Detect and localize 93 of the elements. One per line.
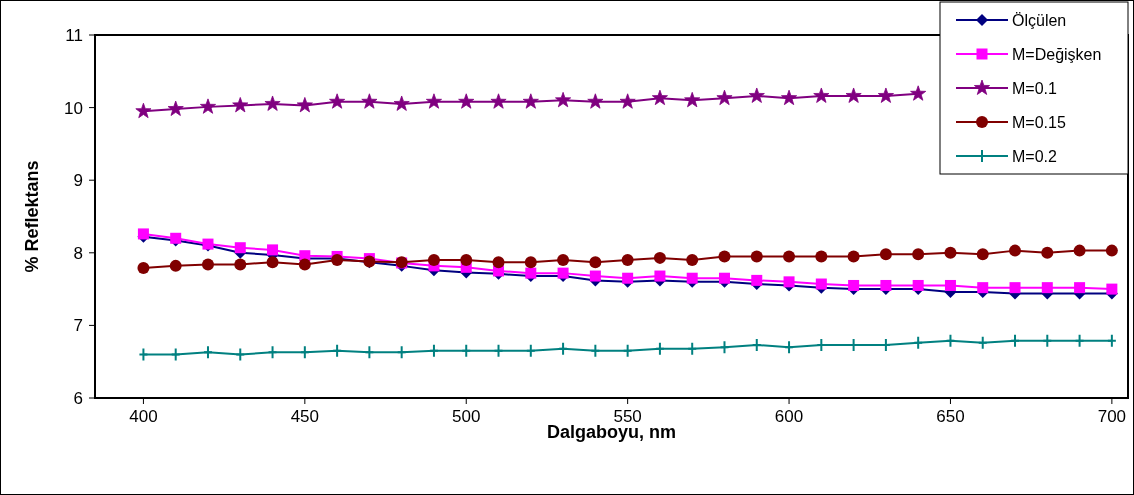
point xyxy=(266,256,279,269)
point xyxy=(781,89,798,106)
point xyxy=(458,93,475,109)
point xyxy=(847,250,860,263)
point xyxy=(845,87,862,103)
point xyxy=(622,272,634,284)
point xyxy=(748,87,765,103)
legend-label: M=Değişken xyxy=(1012,46,1102,63)
point xyxy=(651,89,668,106)
x-tick-label: 450 xyxy=(290,407,320,426)
legend-label: M=0.2 xyxy=(1012,148,1058,165)
point xyxy=(234,242,246,254)
point xyxy=(718,272,730,284)
y-tick-label: 6 xyxy=(73,389,83,408)
point xyxy=(1073,244,1086,257)
point xyxy=(1041,282,1053,294)
point xyxy=(880,279,892,291)
point xyxy=(234,258,247,271)
point xyxy=(1105,244,1118,257)
point xyxy=(944,279,956,291)
point xyxy=(1074,282,1086,294)
point xyxy=(686,254,699,267)
point xyxy=(783,276,795,288)
point xyxy=(587,93,604,109)
point xyxy=(137,262,150,275)
point xyxy=(653,251,666,264)
y-tick-label: 10 xyxy=(64,98,83,118)
point xyxy=(329,93,346,109)
point xyxy=(944,246,957,259)
point xyxy=(525,267,537,279)
x-tick-label: 650 xyxy=(936,407,965,426)
point xyxy=(750,250,763,263)
point xyxy=(427,254,440,267)
x-tick-label: 500 xyxy=(452,407,481,426)
y-tick-label: 11 xyxy=(65,26,83,45)
point xyxy=(684,91,701,108)
point xyxy=(848,279,860,291)
point xyxy=(815,278,827,290)
point xyxy=(752,339,761,351)
legend-label: M=0.15 xyxy=(1012,114,1066,131)
point xyxy=(135,102,152,119)
point xyxy=(654,270,666,282)
point xyxy=(557,267,569,279)
point xyxy=(589,270,601,282)
point xyxy=(169,259,182,272)
point xyxy=(977,282,989,294)
point xyxy=(361,93,378,109)
point xyxy=(716,89,733,106)
point xyxy=(167,100,184,116)
point xyxy=(393,95,410,111)
point xyxy=(201,258,214,271)
point xyxy=(199,98,216,114)
point xyxy=(524,256,537,269)
x-tick-label: 700 xyxy=(1097,407,1127,426)
point xyxy=(232,97,249,113)
point xyxy=(813,87,830,103)
point xyxy=(522,93,539,109)
point xyxy=(557,254,570,267)
point xyxy=(1009,244,1022,257)
point xyxy=(912,279,924,291)
point xyxy=(425,93,442,109)
y-tick-label: 9 xyxy=(73,171,83,191)
point xyxy=(492,256,505,269)
point xyxy=(490,93,507,109)
point xyxy=(1106,283,1118,295)
y-axis-title: % Reflektans xyxy=(22,160,42,273)
x-tick-label: 400 xyxy=(129,407,158,426)
point xyxy=(879,248,892,261)
legend-label: M=0.1 xyxy=(1012,80,1058,97)
point xyxy=(815,250,828,263)
point xyxy=(460,254,473,267)
point xyxy=(877,87,894,103)
point xyxy=(976,248,989,261)
point xyxy=(912,248,925,261)
point xyxy=(1009,282,1021,294)
point xyxy=(298,258,311,271)
point xyxy=(296,97,313,113)
x-tick-label: 600 xyxy=(774,407,804,426)
point xyxy=(686,272,698,284)
y-tick-label: 7 xyxy=(73,316,83,336)
point xyxy=(621,254,634,267)
point xyxy=(619,93,636,109)
point xyxy=(718,250,731,263)
y-tick-label: 8 xyxy=(73,243,83,263)
point xyxy=(267,244,279,256)
point xyxy=(555,91,572,108)
point xyxy=(264,95,281,111)
point xyxy=(589,256,602,269)
legend-label: Ölçülen xyxy=(1012,12,1067,29)
point xyxy=(783,250,796,263)
point xyxy=(1041,246,1054,259)
point xyxy=(910,85,927,101)
point xyxy=(751,274,763,286)
